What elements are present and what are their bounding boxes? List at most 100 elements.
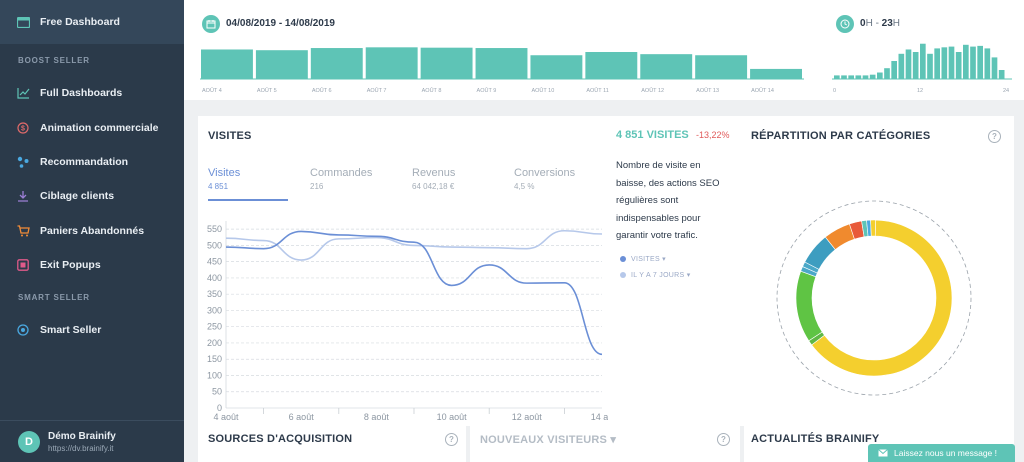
daily-bar[interactable] <box>365 47 418 79</box>
legend-visites[interactable]: VISITES ▾ <box>620 255 666 263</box>
donut-slice[interactable] <box>795 270 823 342</box>
hourly-bar[interactable] <box>977 45 983 79</box>
svg-text:$: $ <box>21 126 25 133</box>
daily-bar-label: AOÛT 12 <box>641 87 664 94</box>
hourly-bar[interactable] <box>920 43 926 79</box>
sources-card: SOURCES D'ACQUISITION ? <box>198 426 466 462</box>
sidebar-item-label: Paniers Abandonnés <box>40 225 145 237</box>
daily-bar[interactable] <box>201 49 253 79</box>
legend-dot <box>620 272 626 278</box>
user-name: Démo Brainify <box>48 430 116 442</box>
chat-label: Laissez nous un message ! <box>894 448 998 458</box>
hourly-bar[interactable] <box>927 53 933 79</box>
hourly-bar[interactable] <box>948 46 955 79</box>
new-visitors-dropdown[interactable]: NOUVEAUX VISITEURS ▾ <box>480 434 617 446</box>
user-profile[interactable]: D Démo Brainify https://dv.brainify.it <box>0 420 184 462</box>
daily-bar[interactable] <box>310 48 363 79</box>
hourly-bar[interactable] <box>991 57 998 79</box>
sidebar-item-exit-popups[interactable]: Exit Popups <box>0 254 184 276</box>
sidebar-item-ciblage-clients[interactable]: Ciblage clients <box>0 185 184 207</box>
insight-line: Nombre de visite en <box>616 160 701 171</box>
hourly-bar[interactable] <box>884 68 890 79</box>
tab-label: Revenus <box>412 167 456 179</box>
help-icon[interactable]: ? <box>445 433 458 446</box>
hourly-bar[interactable] <box>912 52 919 79</box>
y-tick-label: 0 <box>217 403 222 413</box>
hour-range-picker[interactable]: 0H - 23H <box>860 18 900 29</box>
y-tick-label: 450 <box>207 257 222 267</box>
daily-bar[interactable] <box>640 54 693 79</box>
insight-line: indispensables pour <box>616 212 701 224</box>
daily-bar[interactable] <box>695 55 748 79</box>
tab-value: 64 042,18 € <box>412 182 455 191</box>
hourly-bar[interactable] <box>877 72 883 79</box>
categories-title: RÉPARTITION PAR CATÉGORIES <box>751 130 931 142</box>
daily-bar-label: AOÛT 13 <box>696 87 719 94</box>
visits-title: VISITES <box>208 130 252 142</box>
hourly-bar[interactable] <box>834 75 840 79</box>
tab-revenus[interactable]: Revenus 64 042,18 € <box>412 167 455 191</box>
hourly-bar[interactable] <box>855 75 862 79</box>
daily-bar[interactable] <box>475 48 528 79</box>
hourly-bar[interactable] <box>891 61 897 79</box>
chat-button[interactable]: Laissez nous un message ! <box>868 444 1015 462</box>
daily-bar-label: AOÛT 10 <box>531 87 554 94</box>
daily-bar[interactable] <box>530 55 583 79</box>
daily-bar[interactable] <box>585 52 638 79</box>
hourly-bar[interactable] <box>934 48 940 79</box>
sidebar-item-label: Recommandation <box>40 156 129 168</box>
hourly-bar[interactable] <box>841 75 847 79</box>
series-line[interactable] <box>225 229 603 261</box>
tab-value: 4,5 % <box>514 182 535 191</box>
active-tab-underline <box>208 199 288 201</box>
hourly-bar[interactable] <box>941 47 948 79</box>
sidebar-item-smart-seller[interactable]: Smart Seller <box>0 319 184 341</box>
x-tick-label: 12 août <box>512 412 543 420</box>
sidebar-item-recommandation[interactable]: Recommandation <box>0 151 184 173</box>
hourly-bar[interactable] <box>963 44 969 79</box>
series-line[interactable] <box>225 230 603 356</box>
tab-conversions[interactable]: Conversions 4,5 % <box>514 167 575 191</box>
hourly-bar[interactable] <box>955 52 962 79</box>
date-range-picker[interactable]: 04/08/2019 - 14/08/2019 <box>226 18 335 29</box>
y-tick-label: 200 <box>207 338 222 348</box>
hourly-bar[interactable] <box>862 75 869 79</box>
sidebar-item-label: Ciblage clients <box>40 190 115 202</box>
hour-end: 23 <box>881 18 893 29</box>
daily-bar[interactable] <box>255 50 308 79</box>
hourly-bar[interactable] <box>869 74 876 79</box>
calendar-icon[interactable] <box>202 15 220 33</box>
help-icon[interactable]: ? <box>988 130 1001 143</box>
sidebar-item-label: Full Dashboards <box>40 87 123 99</box>
hourly-bar[interactable] <box>905 49 912 79</box>
y-tick-label: 250 <box>207 322 222 332</box>
sidebar-item-animation-commerciale[interactable]: $ Animation commerciale <box>0 117 184 139</box>
daily-bar[interactable] <box>420 47 473 79</box>
tab-visites[interactable]: Visites 4 851 <box>208 167 240 191</box>
sidebar-item-free-dashboard[interactable]: Free Dashboard <box>0 0 184 44</box>
donut-outline <box>776 200 972 396</box>
legend-il-y-a-7-jours[interactable]: IL Y A 7 JOURS ▾ <box>620 271 691 279</box>
clock-icon[interactable] <box>836 15 854 33</box>
new-visitors-card: NOUVEAUX VISITEURS ▾ ? <box>470 426 740 462</box>
help-icon[interactable]: ? <box>717 433 730 446</box>
hourly-tick-label: 12 <box>917 88 923 94</box>
categories-donut-chart <box>776 200 972 396</box>
hourly-bar[interactable] <box>970 46 976 79</box>
envelope-icon <box>878 449 888 457</box>
hourly-bar[interactable] <box>848 75 854 79</box>
daily-bar[interactable] <box>750 68 802 79</box>
tab-commandes[interactable]: Commandes 216 <box>310 167 372 191</box>
donut-slice[interactable] <box>870 219 876 237</box>
y-tick-label: 100 <box>207 370 222 380</box>
sidebar-item-label: Free Dashboard <box>40 16 120 28</box>
sidebar-item-label: Exit Popups <box>40 259 101 271</box>
hourly-bar[interactable] <box>998 70 1005 79</box>
hourly-bar[interactable] <box>898 53 905 79</box>
sidebar-item-paniers-abandonnes[interactable]: Paniers Abandonnés <box>0 220 184 242</box>
insight-line: régulières sont <box>616 195 679 206</box>
hourly-bar[interactable] <box>984 48 991 79</box>
donut-slice[interactable] <box>811 219 953 377</box>
daily-bar-label: AOÛT 7 <box>367 87 387 94</box>
sidebar-item-full-dashboards[interactable]: Full Dashboards <box>0 82 184 104</box>
